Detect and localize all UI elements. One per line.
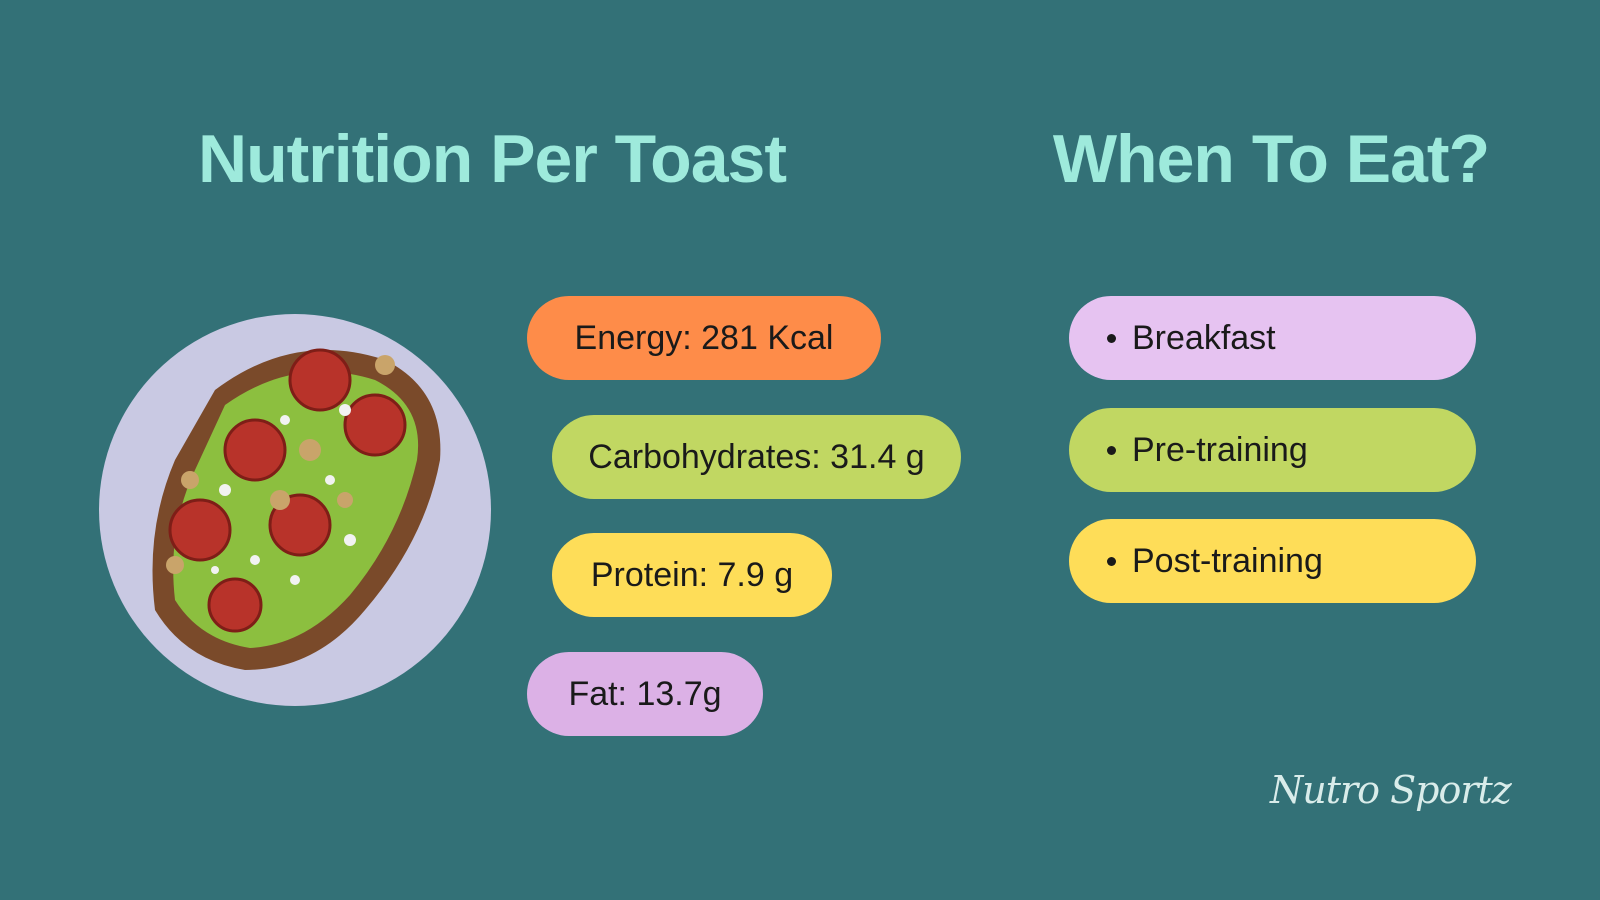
- nutrition-item: Fat: 13.7g: [527, 652, 763, 736]
- when-item: Pre-training: [1069, 408, 1476, 492]
- when-title: When To Eat?: [1052, 121, 1490, 197]
- nutrition-item: Energy: 281 Kcal: [527, 296, 881, 380]
- nutrition-item: Carbohydrates: 31.4 g: [552, 415, 961, 499]
- nutrition-item: Protein: 7.9 g: [552, 533, 832, 617]
- when-item: Breakfast: [1069, 296, 1476, 380]
- brand-logo: Nutro Sportz: [1270, 768, 1512, 812]
- nutrition-title: Nutrition Per Toast: [198, 121, 787, 197]
- when-item: Post-training: [1069, 519, 1476, 603]
- toast-image: [99, 314, 491, 706]
